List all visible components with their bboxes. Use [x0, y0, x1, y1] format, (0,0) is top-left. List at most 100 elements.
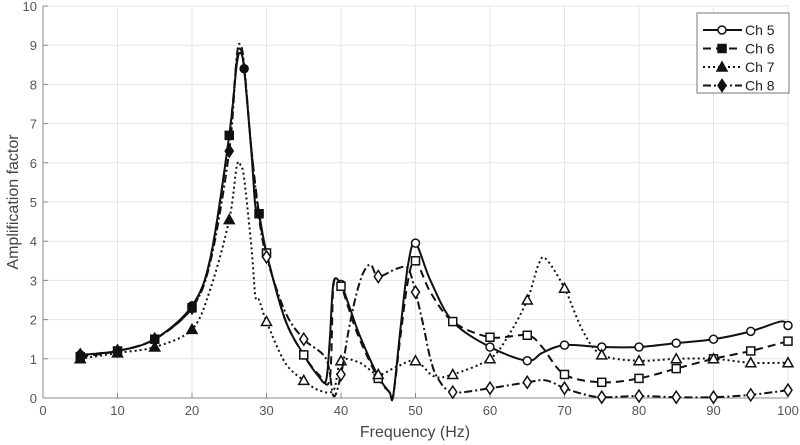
axes	[42, 5, 789, 399]
series-ch-5	[75, 51, 793, 402]
square-marker-icon	[634, 373, 644, 384]
square-marker-icon	[597, 377, 607, 388]
square-marker-icon	[410, 256, 421, 266]
diamond-marker-icon	[75, 347, 86, 363]
triangle-marker-icon	[595, 348, 609, 360]
diamond-marker-icon	[671, 389, 682, 405]
diamond-marker-icon	[745, 387, 756, 403]
series-line	[80, 51, 789, 402]
y-tick-label: 2	[30, 313, 37, 328]
diamond-marker-icon	[522, 374, 533, 390]
y-tick-label: 5	[30, 195, 37, 210]
triangle-marker-icon	[558, 281, 571, 293]
triangle-marker-icon	[483, 352, 497, 364]
y-tick-label: 0	[30, 391, 37, 406]
x-tick-label: 60	[483, 403, 497, 418]
legend-item-ch-8: Ch 8	[703, 78, 775, 94]
square-marker-icon	[485, 332, 495, 342]
series-ch-8	[75, 42, 793, 405]
triangle-marker-icon	[371, 367, 385, 380]
x-tick-label: 70	[557, 403, 571, 418]
diamond-marker-icon	[336, 367, 346, 382]
triangle-marker-icon	[222, 213, 236, 225]
diamond-marker-icon	[410, 284, 421, 300]
square-marker-icon	[448, 316, 458, 327]
y-tick-label: 1	[30, 352, 37, 367]
y-axis-title: Amplification factor	[5, 134, 22, 270]
legend-label: Ch 8	[745, 78, 775, 94]
y-tick-label: 4	[30, 234, 37, 249]
diamond-marker-icon	[485, 380, 495, 396]
triangle-marker-icon	[520, 293, 534, 305]
square-marker-icon	[336, 281, 346, 292]
series-ch-7	[73, 160, 795, 394]
series-ch-6	[75, 47, 793, 401]
square-marker-icon	[783, 336, 793, 346]
legend-box	[696, 12, 790, 94]
square-marker-icon	[671, 363, 681, 374]
diamond-marker-icon	[717, 78, 727, 93]
x-tick-label: 0	[39, 403, 46, 418]
y-tick-labels: 0 1 2 3 4 5 6 7 8 9 10	[23, 0, 37, 406]
triangle-marker-icon	[409, 354, 422, 366]
series-group	[73, 42, 795, 405]
triangle-marker-icon	[669, 352, 683, 364]
square-marker-icon	[522, 330, 532, 341]
circle-marker-icon	[634, 342, 644, 352]
circle-marker-icon	[717, 25, 727, 35]
diamond-marker-icon	[261, 249, 272, 265]
diamond-marker-icon	[596, 389, 607, 405]
y-tick-label: 8	[30, 77, 37, 92]
square-marker-icon	[746, 346, 756, 356]
triangle-marker-icon	[260, 315, 273, 327]
triangle-marker-icon	[297, 373, 311, 386]
circle-marker-icon	[559, 340, 570, 350]
y-tick-label: 10	[23, 0, 37, 14]
circle-marker-icon	[410, 238, 421, 248]
triangle-marker-icon	[185, 322, 199, 335]
x-tick-label: 40	[334, 403, 348, 418]
legend-label: Ch 7	[745, 59, 775, 75]
triangle-marker-icon	[715, 60, 729, 72]
circle-marker-icon	[746, 326, 756, 337]
circle-marker-icon	[485, 342, 495, 352]
series-line	[80, 42, 789, 399]
y-tick-label: 6	[30, 156, 37, 171]
circle-marker-icon	[783, 320, 793, 331]
diamond-marker-icon	[634, 388, 644, 404]
y-tick-label: 7	[30, 117, 37, 132]
diamond-marker-icon	[373, 269, 384, 284]
circle-marker-icon	[522, 356, 532, 366]
diamond-marker-icon	[187, 300, 197, 316]
triangle-marker-icon	[446, 367, 460, 380]
triangle-marker-icon	[707, 352, 720, 364]
legend-label: Ch 5	[745, 22, 775, 38]
triangle-marker-icon	[781, 356, 795, 368]
x-tick-label: 10	[110, 403, 124, 418]
series-line	[80, 47, 789, 401]
square-marker-icon	[224, 130, 234, 141]
diamond-marker-icon	[708, 389, 719, 405]
triangle-marker-icon	[744, 356, 758, 368]
diamond-marker-icon	[298, 331, 309, 347]
x-axis-title: Frequency (Hz)	[360, 424, 470, 441]
x-tick-labels: 0 10 20 30 40 50 60 70 80 90 100	[39, 403, 798, 418]
y-tick-label: 3	[30, 273, 37, 288]
diamond-marker-icon	[112, 343, 123, 359]
x-tick-label: 80	[632, 403, 646, 418]
diamond-marker-icon	[783, 382, 793, 398]
legend-item-ch-6: Ch 6	[703, 41, 775, 57]
series-line	[80, 160, 789, 394]
legend-label: Ch 6	[745, 41, 775, 57]
square-marker-icon	[299, 350, 309, 360]
circle-marker-icon	[708, 334, 719, 344]
x-tick-label: 50	[408, 403, 422, 418]
x-tick-label: 90	[706, 403, 720, 418]
legend: Ch 5 Ch 6 Ch 7 Ch 8	[696, 12, 790, 94]
triangle-marker-icon	[632, 354, 646, 366]
square-marker-icon	[559, 369, 570, 380]
legend-item-ch-7: Ch 7	[703, 59, 775, 75]
y-tick-label: 9	[30, 38, 37, 53]
diamond-marker-icon	[149, 331, 160, 347]
